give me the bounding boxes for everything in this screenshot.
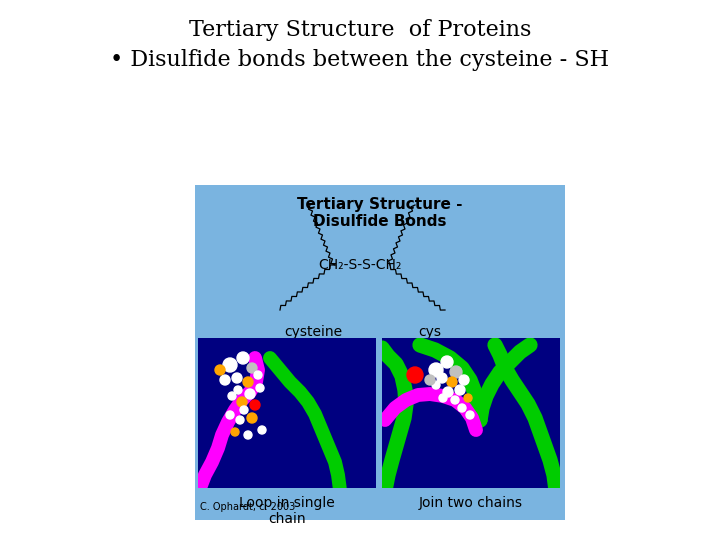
Circle shape [244,431,252,439]
Circle shape [459,375,469,385]
Circle shape [226,411,234,419]
Circle shape [232,373,242,383]
Circle shape [237,352,249,364]
Circle shape [258,426,266,434]
Circle shape [432,381,440,389]
Bar [195,185,565,520]
Circle shape [245,389,255,399]
Circle shape [228,392,236,400]
Text: Tertiary Structure  of Proteins: Tertiary Structure of Proteins [189,19,531,41]
Text: cys: cys [418,325,441,339]
Circle shape [455,385,465,395]
Circle shape [466,411,474,419]
Circle shape [407,367,423,383]
Circle shape [441,356,453,368]
Circle shape [234,386,242,394]
Circle shape [250,400,260,410]
Text: cysteine: cysteine [284,325,342,339]
Circle shape [256,384,264,392]
Circle shape [223,358,237,372]
Circle shape [447,377,457,387]
Circle shape [254,371,262,379]
Circle shape [247,413,257,423]
Text: Join two chains: Join two chains [419,496,523,510]
Circle shape [243,377,253,387]
Circle shape [240,406,248,414]
Circle shape [429,363,443,377]
Circle shape [220,375,230,385]
Circle shape [425,375,435,385]
Circle shape [443,387,453,397]
Circle shape [236,416,244,424]
Circle shape [439,394,447,402]
Circle shape [215,365,225,375]
Bar [382,338,560,488]
Text: Loop in single
chain: Loop in single chain [239,496,335,526]
Circle shape [437,373,447,383]
Circle shape [237,397,247,407]
Text: Tertiary Structure -: Tertiary Structure - [297,198,463,213]
Circle shape [231,428,239,436]
Bar [198,338,376,488]
Circle shape [247,363,257,373]
Circle shape [450,366,462,378]
Text: C. Ophardt, c. 2003: C. Ophardt, c. 2003 [200,502,295,512]
Circle shape [464,394,472,402]
Text: Disulfide Bonds: Disulfide Bonds [313,213,446,228]
Text: • Disulfide bonds between the cysteine - SH: • Disulfide bonds between the cysteine -… [110,49,610,71]
Text: CH₂-S-S-CH₂: CH₂-S-S-CH₂ [318,258,402,272]
Circle shape [451,396,459,404]
Circle shape [458,404,466,412]
